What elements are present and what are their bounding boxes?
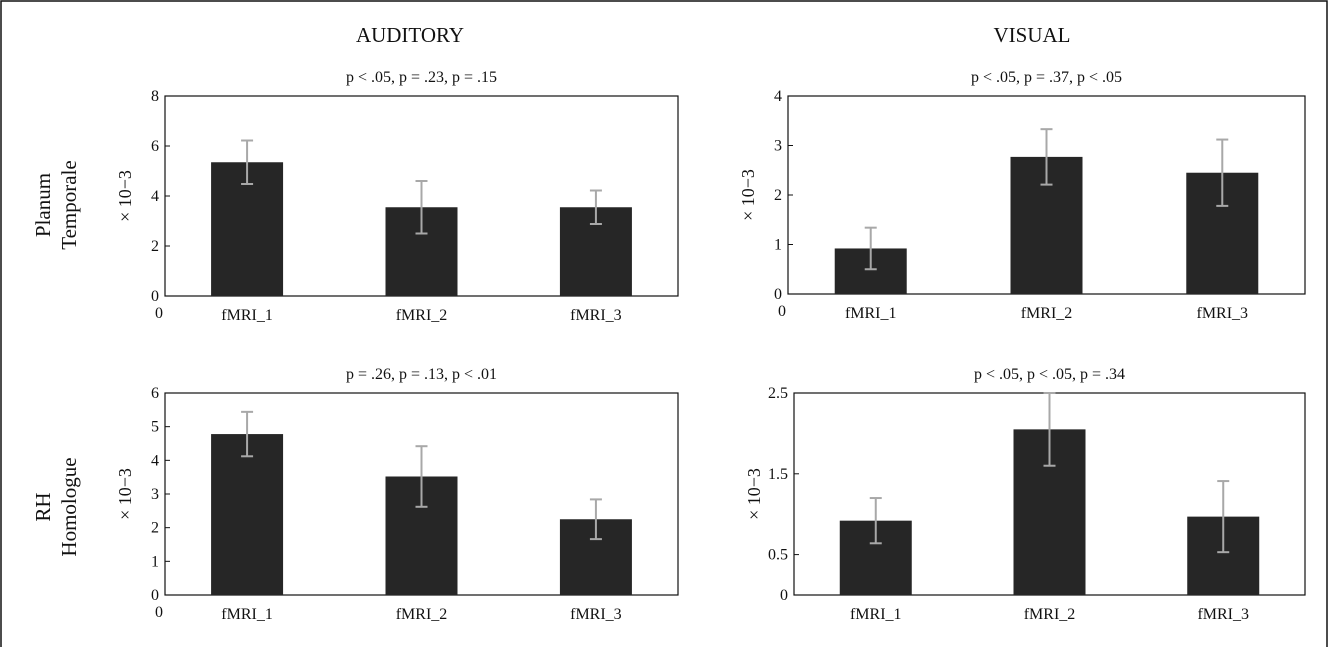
y-axis-label: × 10−3 bbox=[115, 468, 135, 520]
error-bar bbox=[1217, 480, 1230, 554]
error-bar bbox=[1043, 392, 1056, 467]
error-bar bbox=[241, 410, 254, 458]
x-category-label: fMRI_3 bbox=[570, 606, 622, 623]
y-tick-label: 1.5 bbox=[768, 466, 788, 483]
y-tick-label: 3 bbox=[151, 486, 159, 503]
y-tick-label: 1 bbox=[774, 237, 782, 254]
x-category-label: fMRI_1 bbox=[845, 305, 897, 322]
y-axis-label: × 10−3 bbox=[744, 468, 764, 520]
y-tick-label: 3 bbox=[774, 138, 782, 155]
panel-title: p < .05, p = .23, p = .15 bbox=[346, 69, 497, 86]
panel-title: p < .05, p = .37, p < .05 bbox=[971, 69, 1122, 86]
column-title-visual: VISUAL bbox=[994, 23, 1071, 47]
x-category-label: fMRI_2 bbox=[396, 606, 448, 623]
y-tick-label: 4 bbox=[151, 188, 159, 205]
panel-title: p = .26, p = .13, p < .01 bbox=[346, 366, 497, 383]
y-axis-label: × 10−3 bbox=[738, 169, 758, 221]
row-label-line-2: Temporale bbox=[57, 160, 81, 250]
x-category-label: fMRI_2 bbox=[1021, 305, 1073, 322]
column-title-auditory: AUDITORY bbox=[356, 23, 464, 47]
chart-top-right: p < .05, p = .37, p < .05 0 1 2 3 4 0 × 10−3 fMR… bbox=[738, 69, 1306, 322]
error-bar bbox=[415, 445, 428, 508]
y-tick-label: 0 bbox=[151, 587, 159, 604]
y-tick-label: 4 bbox=[151, 452, 159, 469]
x-origin-label: 0 bbox=[155, 604, 163, 621]
chart-panels: p < .05, p = .23, p = .15 0 2 4 6 8 0 × 10−3 fMR… bbox=[115, 69, 1306, 623]
x-origin-label: 0 bbox=[155, 305, 163, 322]
chart-bottom-right: p < .05, p < .05, p = .34 0 0.5 1.5 2.5 × 10−… bbox=[744, 366, 1306, 623]
bar-fmri-1 bbox=[211, 434, 284, 595]
y-axis-label: × 10−3 bbox=[115, 170, 135, 222]
error-bar bbox=[415, 180, 428, 235]
y-tick-label: 4 bbox=[774, 88, 782, 105]
row-label-line-2: Homologue bbox=[57, 457, 81, 556]
error-bar bbox=[589, 189, 602, 225]
y-tick-label: 2 bbox=[151, 238, 159, 255]
x-category-label: fMRI_3 bbox=[1197, 606, 1249, 623]
row-label-line-1: RH bbox=[31, 492, 55, 521]
y-tick-label: 0 bbox=[780, 587, 788, 604]
y-tick-label: 2 bbox=[774, 187, 782, 204]
row-label-rh-homologue: RH Homologue bbox=[31, 457, 81, 556]
y-tick-label: 6 bbox=[151, 385, 159, 402]
panel-title: p < .05, p < .05, p = .34 bbox=[974, 366, 1125, 383]
row-label-line-1: Planum bbox=[31, 173, 55, 237]
y-tick-label: 2.5 bbox=[768, 385, 788, 402]
x-category-label: fMRI_3 bbox=[570, 307, 622, 324]
y-tick-label: 0 bbox=[151, 288, 159, 305]
chart-top-left: p < .05, p = .23, p = .15 0 2 4 6 8 0 × 10−3 fMR… bbox=[115, 69, 679, 324]
x-category-label: fMRI_1 bbox=[850, 606, 902, 623]
x-category-label: fMRI_1 bbox=[221, 307, 273, 324]
y-tick-label: 2 bbox=[151, 520, 159, 537]
error-bar bbox=[864, 226, 877, 271]
y-tick-label: 6 bbox=[151, 138, 159, 155]
error-bar bbox=[1040, 128, 1053, 186]
row-label-planum-temporale: Planum Temporale bbox=[31, 160, 81, 250]
y-tick-label: 5 bbox=[151, 419, 159, 436]
x-category-label: fMRI_2 bbox=[1024, 606, 1076, 623]
x-category-label: fMRI_2 bbox=[396, 307, 448, 324]
error-bar bbox=[1216, 138, 1229, 207]
x-origin-label: 0 bbox=[778, 303, 786, 320]
y-tick-label: 8 bbox=[151, 88, 159, 105]
error-bar bbox=[241, 139, 254, 185]
y-tick-label: 0.5 bbox=[768, 547, 788, 564]
y-tick-label: 0 bbox=[774, 286, 782, 303]
error-bar bbox=[589, 498, 602, 541]
error-bar bbox=[869, 497, 882, 545]
x-category-label: fMRI_3 bbox=[1196, 305, 1248, 322]
chart-bottom-left: p = .26, p = .13, p < .01 0 1 2 3 4 5 6 0 × 10−3 f… bbox=[115, 366, 679, 623]
y-tick-label: 1 bbox=[151, 553, 159, 570]
x-category-label: fMRI_1 bbox=[221, 606, 273, 623]
